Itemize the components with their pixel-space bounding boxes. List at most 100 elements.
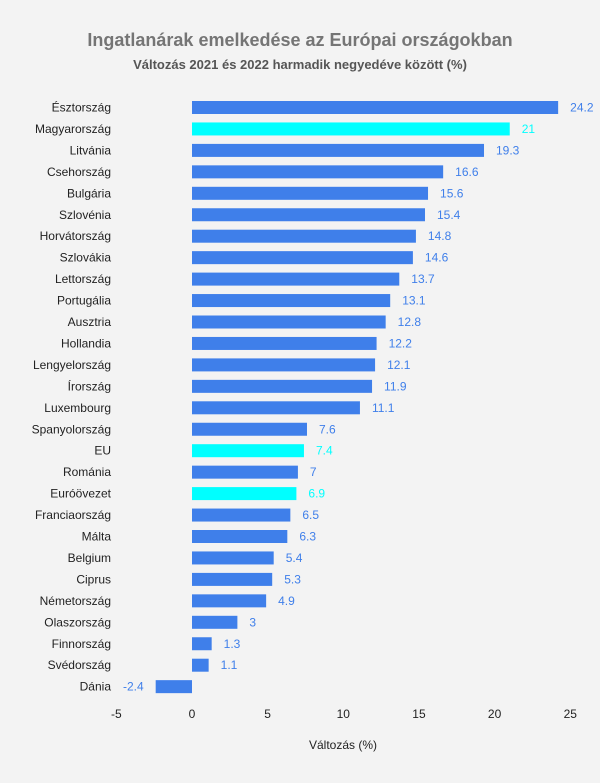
value-label: 12.2	[389, 336, 413, 350]
bar-23	[192, 594, 267, 608]
chart-title: Ingatlanárak emelkedése az Európai orszá…	[87, 30, 513, 50]
category-labels: Észtország Magyarország Litvánia Csehország…	[32, 100, 112, 694]
x-tick-label: 25	[564, 707, 578, 721]
value-label: 11.1	[372, 401, 395, 415]
category-label: Horvátország	[40, 229, 111, 243]
bar-16	[192, 444, 304, 458]
value-label: -2.4	[123, 680, 144, 694]
category-label: Euróövezet	[50, 487, 111, 501]
bar-26	[192, 658, 209, 672]
value-label: 7.6	[319, 422, 336, 436]
category-label: Franciaország	[35, 508, 111, 522]
value-label: 16.6	[455, 165, 479, 179]
x-axis-title: Változás (%)	[309, 738, 377, 752]
bar-18	[192, 487, 297, 501]
bar-2	[192, 143, 485, 157]
x-axis-ticks: -5 0 5 10 15 20 25	[111, 707, 577, 721]
category-label: Magyarország	[35, 122, 111, 136]
bar-24	[192, 615, 238, 629]
bar-1	[192, 122, 510, 136]
category-label: EU	[94, 444, 111, 458]
bar-11	[192, 336, 377, 350]
bar-17	[192, 465, 298, 479]
value-label: 5.4	[286, 551, 303, 565]
value-label: 24.2	[570, 101, 594, 115]
bar-25	[192, 637, 212, 651]
value-label: 12.1	[387, 358, 411, 372]
category-label: Olaszország	[44, 615, 111, 629]
bar-15	[192, 422, 307, 436]
bar-12	[192, 358, 376, 372]
category-label: Lengyelország	[33, 358, 111, 372]
value-label: 11.9	[384, 379, 407, 393]
value-label: 1.1	[221, 658, 238, 672]
value-label: 13.7	[411, 272, 435, 286]
bar-20	[192, 530, 288, 543]
value-label: 14.6	[425, 251, 449, 265]
value-label: 1.3	[224, 637, 241, 651]
category-label: Luxembourg	[44, 401, 111, 415]
category-label: Ausztria	[68, 315, 112, 329]
category-label: Szlovákia	[60, 251, 112, 265]
category-label: Hollandia	[61, 336, 111, 350]
x-tick-label: 15	[412, 707, 426, 721]
category-label: Németország	[40, 594, 111, 608]
category-label: Bulgária	[67, 186, 111, 200]
value-label: 7.4	[316, 444, 333, 458]
category-label: Málta	[82, 530, 112, 544]
bar-27	[155, 680, 192, 694]
category-label: Litvánia	[70, 143, 112, 157]
category-label: Finnország	[52, 637, 111, 651]
category-label: Ciprus	[76, 572, 111, 586]
value-label: 5.3	[284, 572, 301, 586]
x-tick-label: 0	[189, 707, 196, 721]
category-label: Dánia	[80, 680, 112, 694]
value-label: 13.1	[402, 294, 426, 308]
category-label: Lettország	[55, 272, 111, 286]
value-label: 15.6	[440, 186, 464, 200]
value-label: 6.5	[302, 508, 319, 522]
value-label: 6.9	[308, 487, 325, 501]
value-label: 7	[310, 465, 317, 479]
value-label: 19.3	[496, 143, 520, 157]
category-label: Írország	[68, 378, 111, 393]
bar-22	[192, 572, 273, 586]
bar-7	[192, 251, 413, 265]
bars-group	[155, 101, 559, 694]
x-tick-label: 20	[488, 707, 502, 721]
value-label: 21	[522, 122, 536, 136]
bar-9	[192, 294, 391, 308]
category-label: Románia	[63, 465, 111, 479]
category-label: Portugália	[57, 294, 111, 308]
x-tick-label: -5	[111, 707, 122, 721]
value-label: 6.3	[299, 530, 316, 544]
bar-8	[192, 272, 400, 286]
x-tick-label: 10	[337, 707, 351, 721]
bar-3	[192, 165, 444, 179]
bar-0	[192, 101, 559, 114]
bar-10	[192, 315, 386, 329]
chart-subtitle: Változás 2021 és 2022 harmadik negyedéve…	[133, 57, 467, 72]
category-label: Svédország	[48, 658, 111, 672]
bar-6	[192, 229, 416, 243]
value-label: 3	[249, 615, 256, 629]
value-label: 15.4	[437, 208, 461, 222]
x-tick-label: 5	[264, 707, 271, 721]
bar-14	[192, 401, 360, 415]
value-label: 12.8	[398, 315, 422, 329]
bar-13	[192, 379, 373, 393]
value-label: 4.9	[278, 594, 295, 608]
category-label: Szlovénia	[59, 208, 111, 222]
category-label: Belgium	[68, 551, 111, 565]
category-label: Spanyolország	[32, 422, 111, 436]
category-label: Észtország	[52, 100, 111, 115]
value-label: 14.8	[428, 229, 452, 243]
bar-5	[192, 208, 426, 222]
category-label: Csehország	[47, 165, 111, 179]
bar-4	[192, 186, 429, 200]
bar-21	[192, 551, 274, 565]
bar-19	[192, 508, 291, 522]
